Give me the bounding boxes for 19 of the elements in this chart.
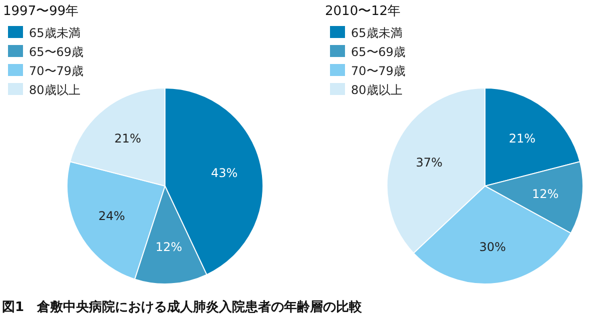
data-label: 21%	[508, 131, 536, 146]
legend-label: 80歳以上	[351, 83, 402, 97]
legend-label: 65歳未満	[29, 26, 80, 40]
legend-label: 80歳以上	[29, 83, 80, 97]
legend-label: 70〜79歳	[29, 64, 84, 78]
legend-label: 65〜69歳	[29, 45, 84, 59]
data-label: 43%	[210, 166, 238, 180]
data-label: 30%	[479, 240, 506, 254]
chart-title: 2010〜12年	[325, 4, 401, 19]
legend-label: 70〜79歳	[351, 64, 406, 78]
legend-label: 65〜69歳	[351, 45, 406, 59]
data-label: 21%	[114, 131, 142, 146]
chart-title: 1997〜99年	[3, 4, 79, 19]
data-label: 12%	[155, 240, 182, 254]
data-label: 37%	[416, 155, 443, 170]
data-label: 12%	[532, 187, 559, 202]
caption: 図1 倉敷中央病院における成人肺炎入院患者の年齢層の比較	[2, 299, 364, 315]
legend-label: 65歳未満	[351, 26, 402, 40]
data-label: 24%	[98, 208, 126, 223]
